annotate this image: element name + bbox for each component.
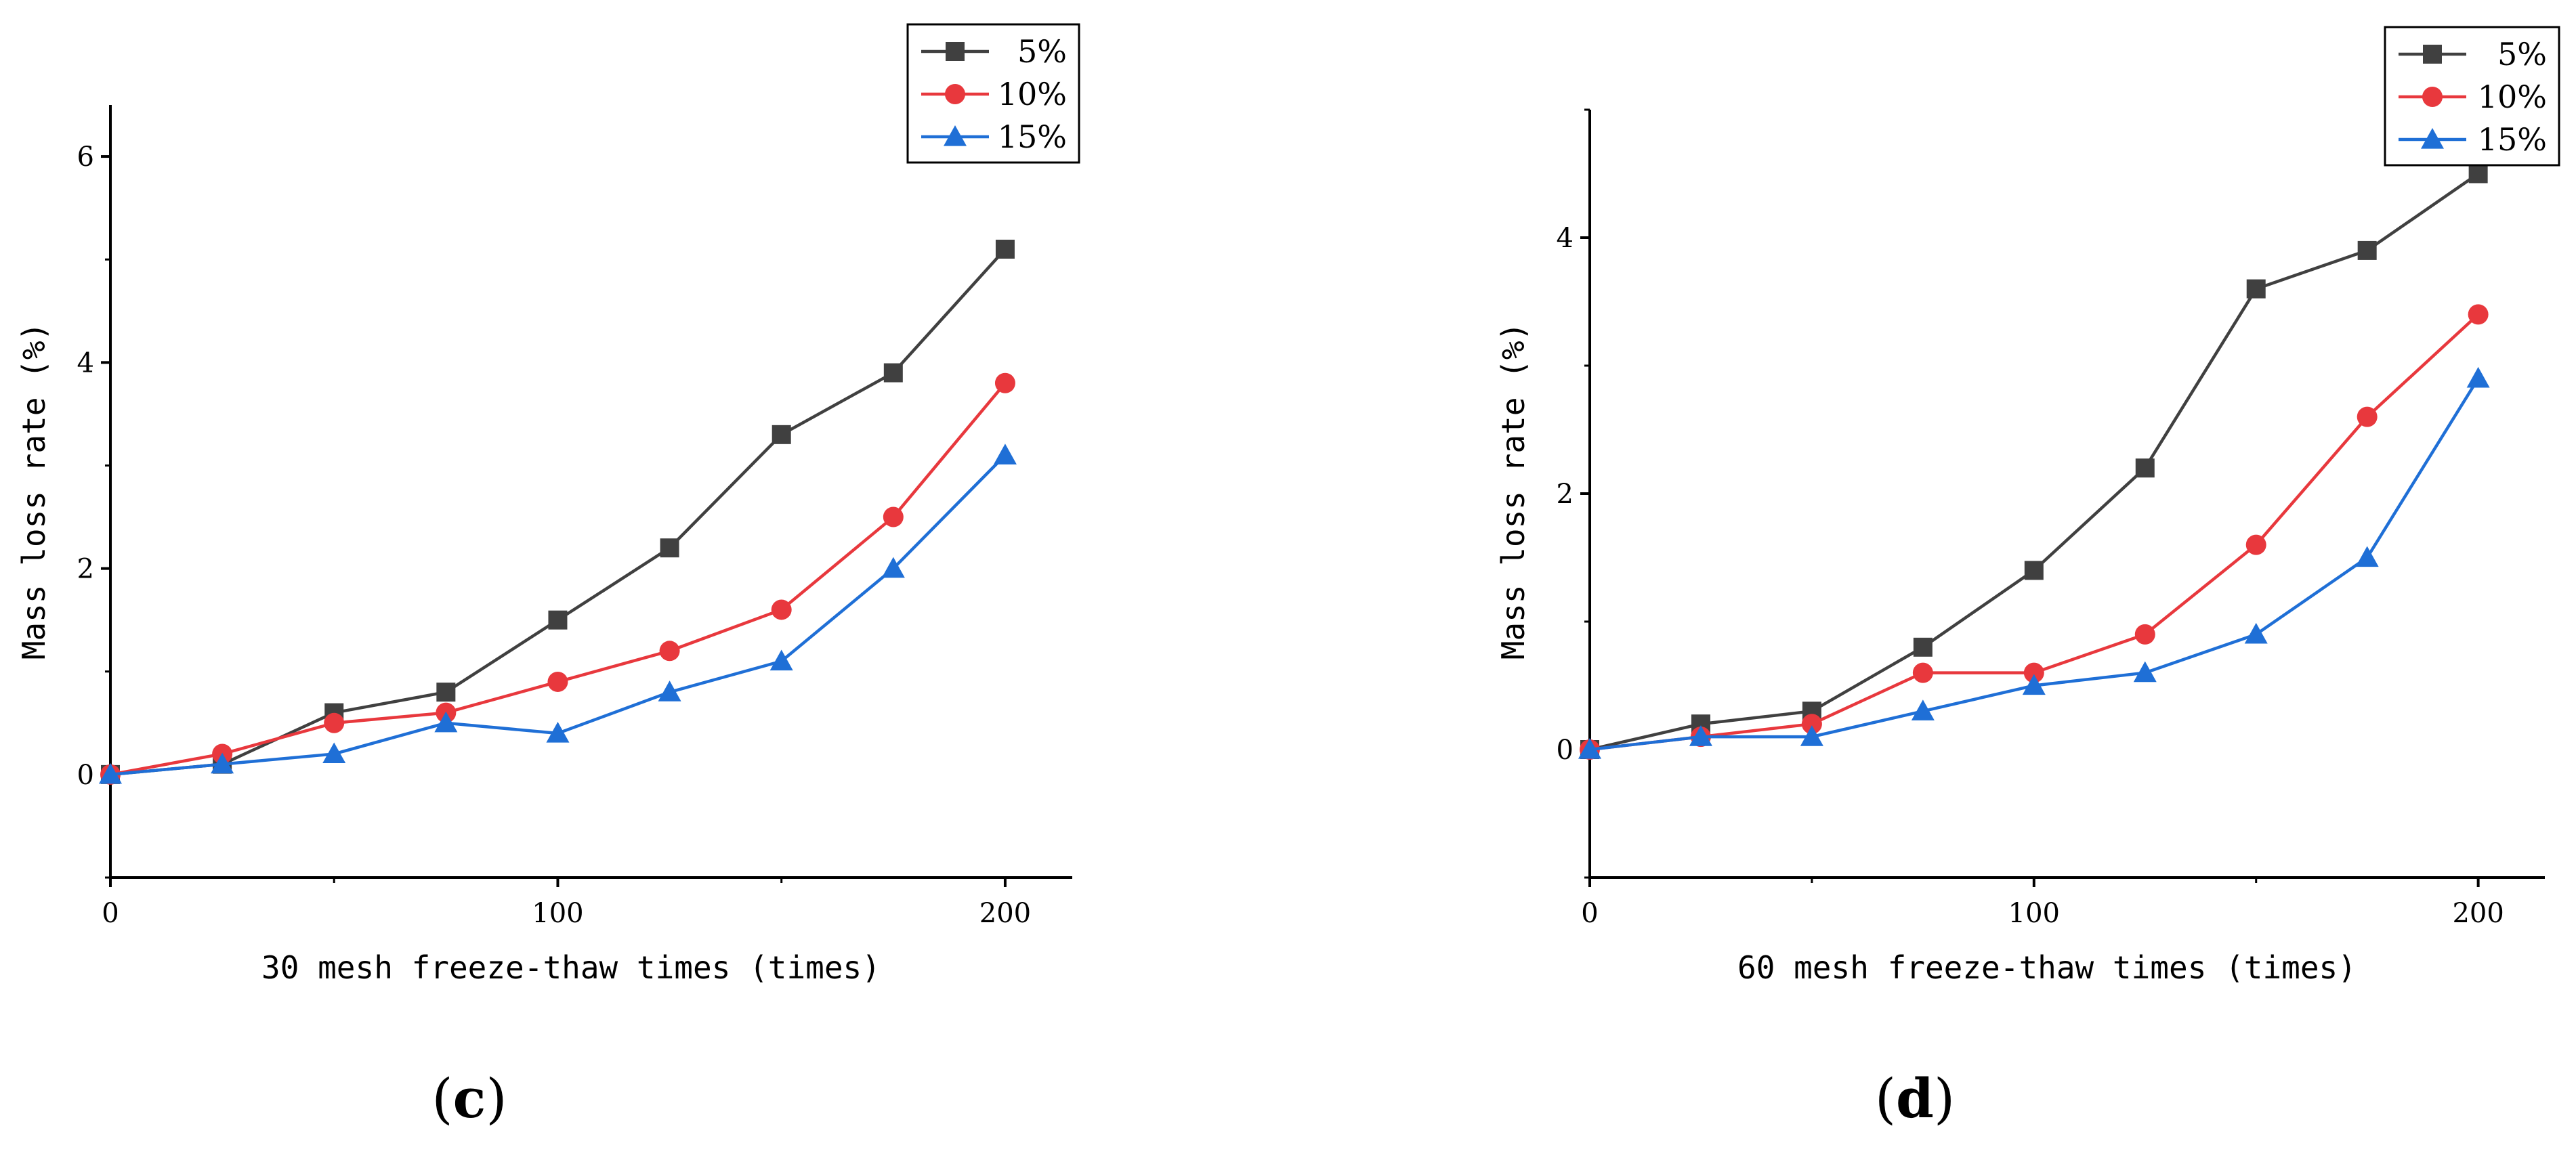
series-line [110, 382, 1007, 777]
legend-marker [2422, 87, 2443, 107]
data-point [211, 752, 234, 774]
y-tick-label: 6 [77, 142, 94, 173]
y-axis-title: Mass loss rate (%) [16, 322, 52, 660]
y-tick-label: 4 [77, 347, 94, 379]
panel-label-letter: d [1896, 1066, 1934, 1130]
panel-label-open: ( [431, 1067, 452, 1130]
data-point [2357, 406, 2378, 427]
data-point [2468, 304, 2489, 325]
data-point [99, 762, 122, 784]
y-axis-title: Mass loss rate (%) [1495, 322, 1532, 660]
x-tick-label: 100 [532, 898, 583, 929]
data-point [547, 671, 568, 692]
x-tick-label: 0 [1581, 898, 1598, 929]
y-tick-label: 2 [77, 554, 94, 585]
data-point [1801, 714, 1822, 735]
x-tick-label: 200 [979, 898, 1031, 929]
data-point [324, 712, 345, 733]
data-point [994, 372, 1015, 393]
data-point [1689, 725, 1712, 746]
legend-label: 10% [2478, 79, 2547, 115]
data-point [883, 363, 903, 383]
data-point [436, 683, 456, 702]
data-point [995, 239, 1015, 259]
data-point [659, 641, 680, 662]
legend-label: 5% [2497, 36, 2547, 72]
data-point [2355, 546, 2379, 567]
chart-panel-c: 0 2 4 6 0 100 200 30 mesh freeze-thaw times (ti… [16, 23, 1080, 1130]
data-point [1913, 637, 1933, 657]
panel-label-letter: c [453, 1066, 486, 1130]
data-point [2134, 624, 2155, 645]
panel-label-close: ) [1934, 1067, 1955, 1130]
legend-label: 15% [2478, 121, 2547, 158]
data-point [2022, 674, 2046, 695]
data-point [2245, 534, 2266, 555]
data-point [772, 425, 791, 444]
legend-marker [2423, 45, 2442, 64]
series-15pct [99, 444, 1017, 784]
data-point [2246, 279, 2266, 299]
data-point [548, 610, 568, 630]
data-point [660, 538, 679, 558]
legend: 5% 10% 15% [2384, 26, 2560, 167]
legend-marker [944, 125, 967, 146]
y-tick-label: 4 [1557, 223, 1574, 254]
data-point [434, 711, 458, 733]
series-5pct [101, 239, 1015, 784]
data-point [2133, 661, 2157, 683]
data-point [322, 742, 346, 764]
legend: 5% 10% 15% [906, 23, 1080, 164]
legend-label: 10% [998, 76, 1067, 112]
series-15pct [1578, 366, 2490, 759]
panel-label: (c) [431, 1066, 507, 1130]
data-point [883, 506, 904, 527]
data-point [2357, 240, 2377, 260]
legend-label: 5% [1017, 33, 1067, 70]
data-point [2468, 164, 2488, 183]
data-point [658, 681, 681, 701]
data-point [1912, 662, 1933, 683]
x-tick-label: 0 [102, 898, 119, 929]
y-tick-label: 0 [1557, 735, 1574, 766]
data-point [993, 444, 1017, 465]
data-point [769, 649, 793, 671]
x-axis-title: 30 mesh freeze-thaw times (times) [261, 949, 881, 986]
data-point [2466, 366, 2490, 388]
y-tick-label: 0 [77, 760, 94, 791]
data-point [2023, 662, 2044, 683]
data-point [1800, 725, 1823, 746]
data-point [2244, 622, 2268, 644]
legend-marker [945, 84, 965, 104]
x-tick-label: 200 [2452, 898, 2504, 929]
panel-label: (d) [1875, 1066, 1955, 1130]
legend-marker [2421, 128, 2444, 149]
legend-marker [946, 42, 965, 61]
data-point [2024, 561, 2044, 580]
data-point [881, 557, 905, 578]
data-point [771, 599, 792, 620]
data-point [1911, 699, 1935, 720]
x-tick-label: 100 [2008, 898, 2060, 929]
panel-label-open: ( [1875, 1067, 1896, 1130]
series-line [110, 248, 1007, 777]
data-point [2135, 458, 2155, 478]
y-tick-label: 2 [1557, 479, 1574, 510]
data-point [546, 722, 570, 743]
x-axis-title: 60 mesh freeze-thaw times (times) [1737, 949, 2357, 986]
panel-label-close: ) [486, 1067, 507, 1130]
legend-label: 15% [998, 118, 1067, 155]
chart-panel-d: 0 2 4 0 100 200 60 mesh freeze-thaw times (tim… [1495, 26, 2560, 1130]
data-point [1578, 738, 1601, 759]
